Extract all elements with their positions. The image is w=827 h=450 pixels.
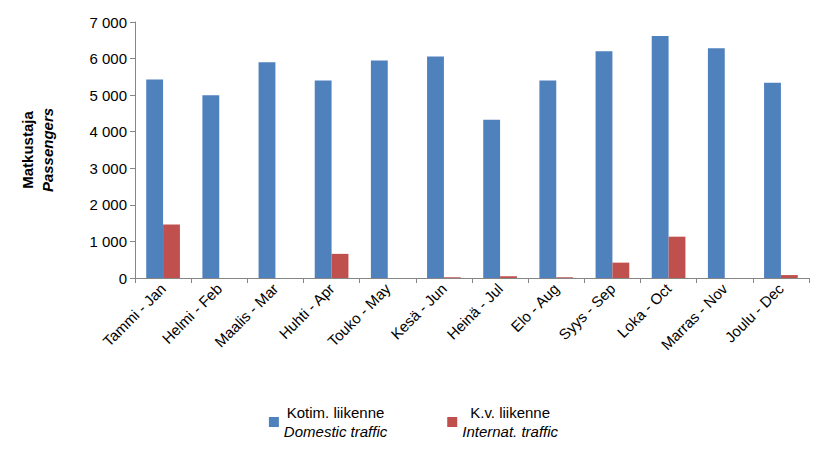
svg-text:Elo - Aug: Elo - Aug [507, 280, 562, 335]
svg-text:Joulu - Dec: Joulu - Dec [721, 280, 787, 346]
svg-text:1 000: 1 000 [89, 233, 127, 250]
svg-text:Helmi - Feb: Helmi - Feb [158, 280, 226, 347]
svg-text:Kotim. liikenne: Kotim. liikenne [287, 404, 385, 421]
svg-text:K.v. liikenne: K.v. liikenne [470, 404, 550, 421]
svg-text:Syys - Sep: Syys - Sep [555, 280, 618, 343]
svg-text:Kesä - Jun: Kesä - Jun [387, 280, 450, 343]
svg-text:Domestic traffic: Domestic traffic [284, 423, 388, 440]
svg-text:6 000: 6 000 [89, 50, 127, 67]
svg-text:3 000: 3 000 [89, 160, 127, 177]
svg-text:Internat. traffic: Internat. traffic [462, 423, 558, 440]
svg-text:Matkustaja: Matkustaja [19, 111, 36, 189]
svg-text:Touko - May: Touko - May [324, 280, 394, 350]
svg-text:4 000: 4 000 [89, 123, 127, 140]
svg-text:Maalis - Mar: Maalis - Mar [211, 280, 281, 350]
svg-text:Heinä - Jul: Heinä - Jul [443, 280, 506, 343]
svg-text:5 000: 5 000 [89, 87, 127, 104]
svg-text:7 000: 7 000 [89, 14, 127, 31]
svg-text:Tammi - Jan: Tammi - Jan [99, 280, 169, 350]
svg-text:Loka - Oct: Loka - Oct [613, 280, 675, 341]
svg-text:0: 0 [119, 270, 127, 287]
svg-text:Marras - Nov: Marras - Nov [658, 280, 732, 354]
svg-text:Passengers: Passengers [39, 108, 56, 192]
svg-text:Huhti - Apr: Huhti - Apr [275, 280, 338, 343]
svg-text:2 000: 2 000 [89, 196, 127, 213]
